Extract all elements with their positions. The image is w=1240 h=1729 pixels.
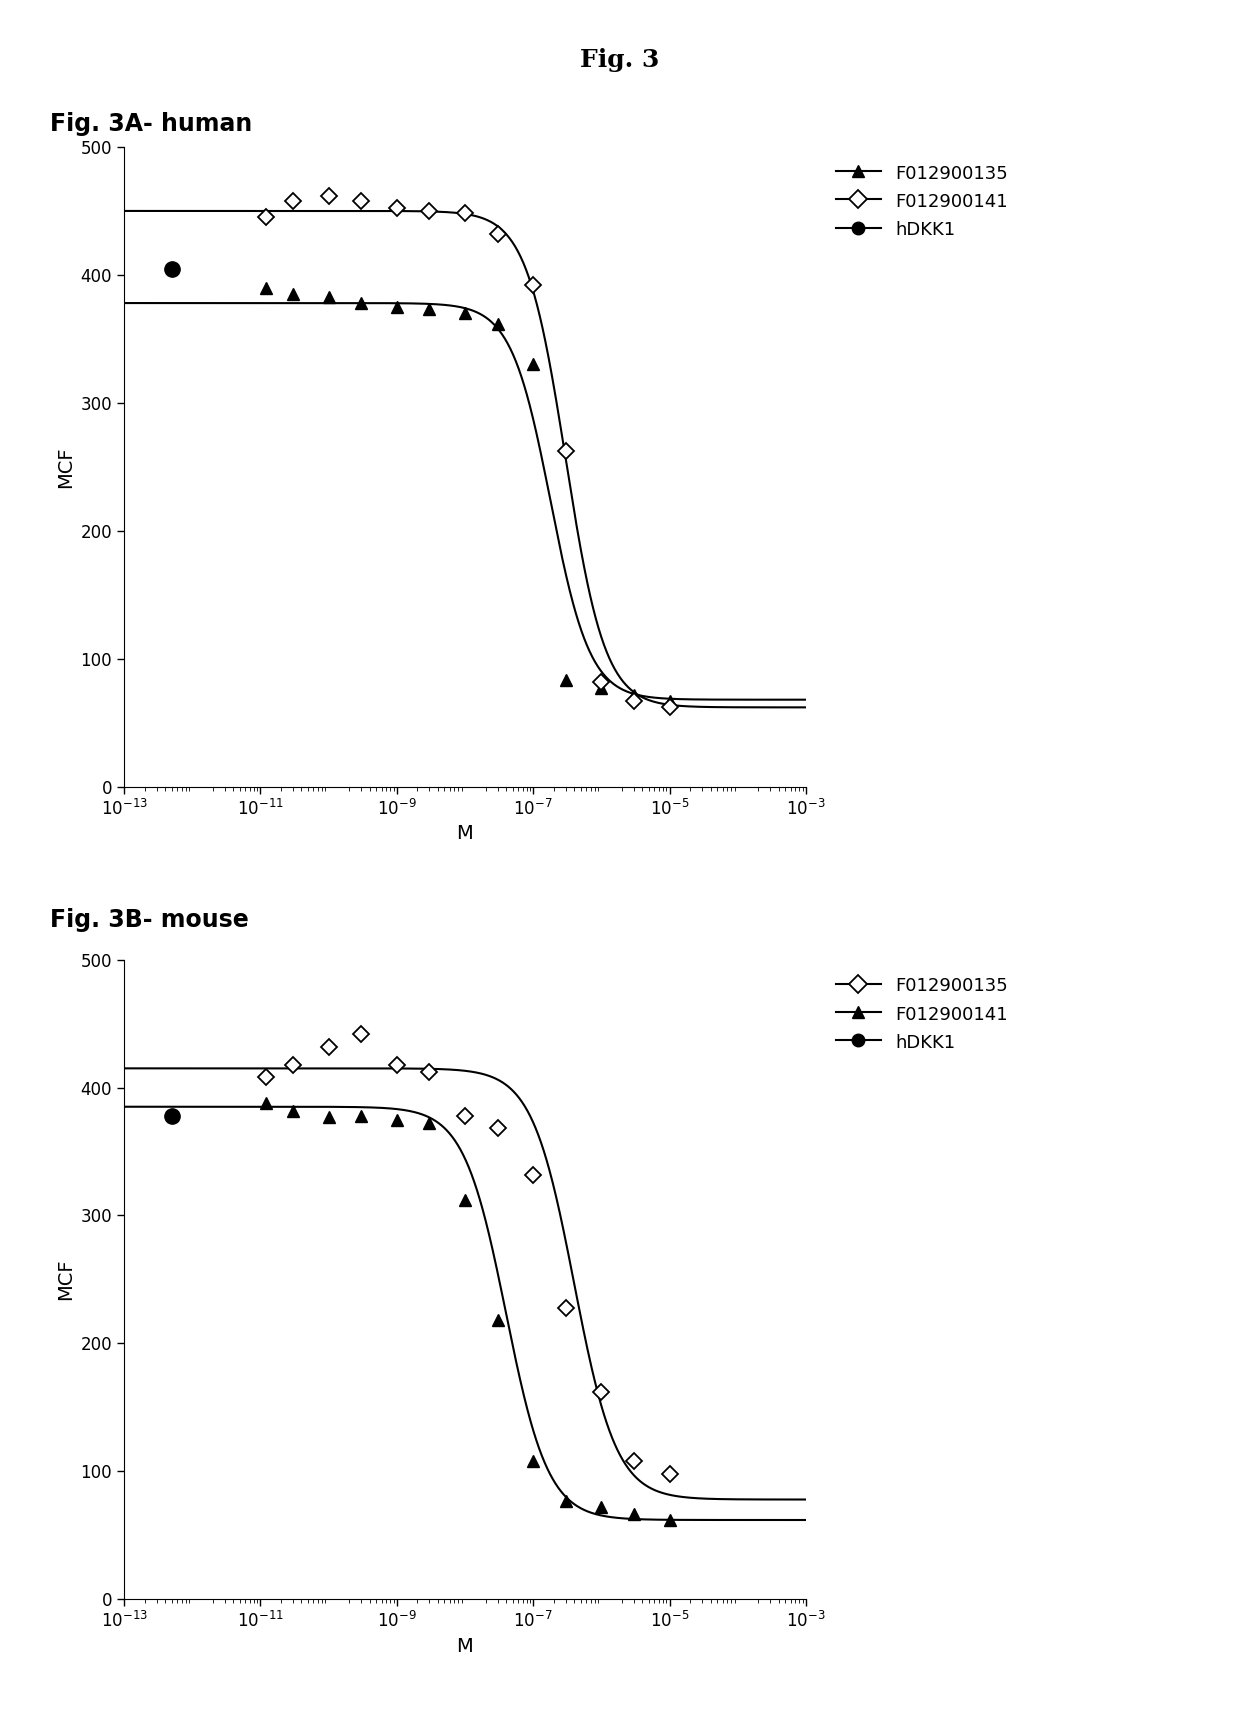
Text: Fig. 3: Fig. 3: [580, 48, 660, 73]
Text: Fig. 3B- mouse: Fig. 3B- mouse: [50, 908, 248, 932]
X-axis label: M: M: [456, 1637, 474, 1656]
X-axis label: M: M: [456, 825, 474, 844]
Y-axis label: MCF: MCF: [56, 446, 74, 488]
Legend: F012900135, F012900141, hDKK1: F012900135, F012900141, hDKK1: [828, 968, 1016, 1060]
Text: Fig. 3A- human: Fig. 3A- human: [50, 112, 252, 137]
Legend: F012900135, F012900141, hDKK1: F012900135, F012900141, hDKK1: [828, 156, 1016, 247]
Y-axis label: MCF: MCF: [56, 1259, 74, 1300]
